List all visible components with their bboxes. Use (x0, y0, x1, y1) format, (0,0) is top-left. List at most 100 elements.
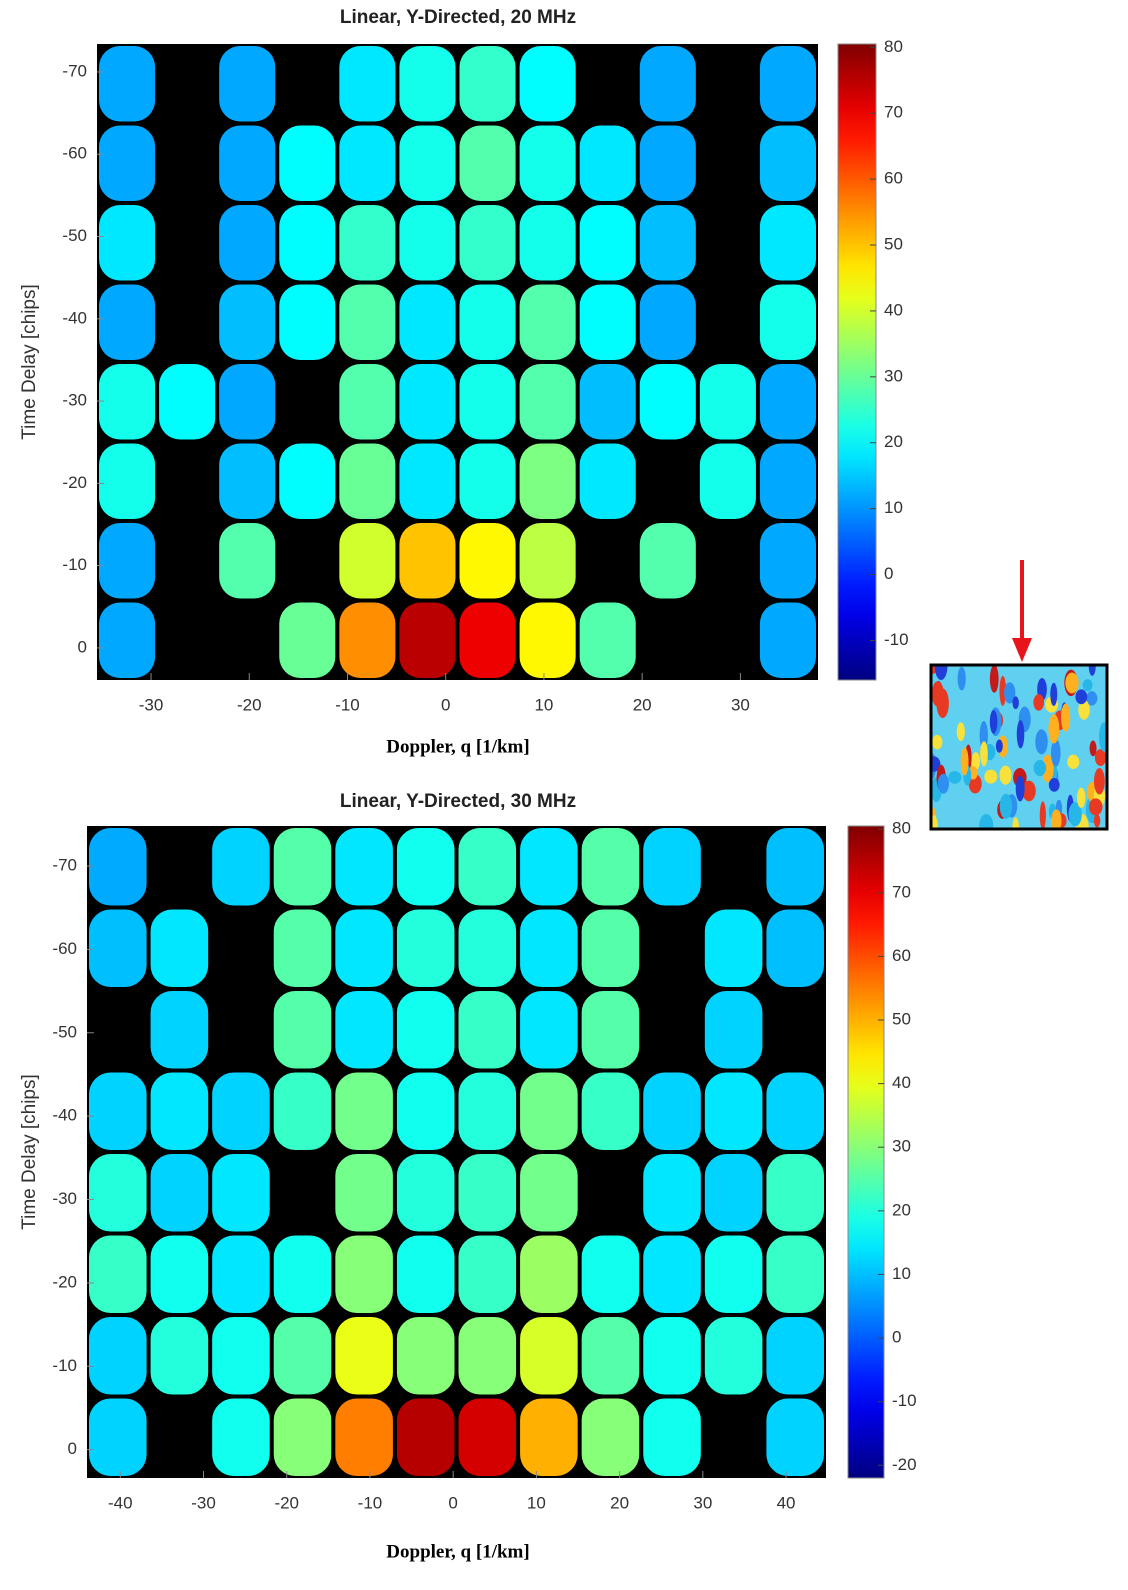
heatmap-cell (458, 828, 517, 906)
heatmap-cell (519, 205, 576, 281)
heatmap-cell (519, 443, 576, 519)
colorbar (847, 825, 885, 1479)
heatmap-cell (639, 284, 696, 360)
heatmap-cell (273, 1235, 332, 1313)
inset-blob (1078, 699, 1090, 720)
heatmap-cell (704, 909, 763, 987)
inset-blob (948, 771, 962, 784)
heatmap-cell (766, 828, 824, 906)
heatmap-cell (519, 46, 576, 122)
heatmap-cell (396, 1072, 455, 1150)
heatmap-cell (581, 1398, 640, 1476)
heatmap-cell (339, 205, 396, 281)
heatmap-cell (335, 828, 393, 906)
inset-blob (1016, 720, 1025, 749)
inset-blob (971, 752, 981, 771)
heatmap-cell (396, 1154, 455, 1232)
inset-blob (1088, 666, 1096, 676)
colorbar-tick-label: 70 (884, 103, 903, 122)
colorbar-tick-label: 50 (884, 234, 903, 253)
colorbar-tick-label: 80 (884, 37, 903, 56)
x-tick-label: 40 (777, 1493, 796, 1512)
heatmap-cell (339, 523, 396, 599)
x-tick-label: -10 (335, 695, 360, 714)
y-tick-label: 0 (68, 1439, 77, 1458)
heatmap-cell (459, 443, 516, 519)
heatmap-cell (159, 364, 216, 440)
heatmap-cell (581, 828, 640, 906)
inset-blob (1093, 813, 1101, 828)
heatmap-cell (273, 828, 332, 906)
y-tick-label: -10 (52, 1356, 77, 1375)
x-tick-label: -30 (191, 1493, 216, 1512)
heatmap-cell (89, 828, 147, 906)
x-tick-label: 20 (610, 1493, 629, 1512)
heatmap-cell (212, 1154, 270, 1232)
heatmap-cell (339, 125, 396, 201)
x-tick-label: 30 (731, 695, 750, 714)
heatmap-cell (643, 1398, 701, 1476)
heatmap-cell (520, 909, 578, 987)
heatmap-cell (212, 1235, 270, 1313)
heatmap-cell (639, 364, 696, 440)
inset-border (929, 663, 1109, 831)
heatmap-cell (212, 1072, 270, 1150)
inset-blob (1082, 679, 1093, 692)
heatmap-cell (335, 991, 393, 1069)
inset-blob (980, 741, 988, 767)
heatmap-cell (339, 443, 396, 519)
inset-blob (1012, 817, 1019, 828)
x-tick-label: 30 (693, 1493, 712, 1512)
inset-blob (1094, 749, 1106, 766)
x-axis-label: Doppler, q [1/km] (386, 736, 529, 757)
inset-blob (1068, 802, 1082, 827)
x-tick-label: -10 (358, 1493, 383, 1512)
colorbar-tick-label: 20 (884, 432, 903, 451)
heatmap-cell (766, 1154, 824, 1232)
heatmap-cell (520, 991, 578, 1069)
inset-blob (960, 747, 969, 776)
colorbar-tick-label: 80 (892, 819, 911, 838)
heatmap-cell (396, 909, 455, 987)
heatmap-cell (704, 1072, 763, 1150)
heatmap-cell (219, 284, 276, 360)
inset-blob (979, 813, 994, 828)
x-tick-label: 20 (633, 695, 652, 714)
heatmap-cell (759, 602, 816, 678)
heatmap-cell (150, 991, 209, 1069)
heatmap-cell (579, 364, 636, 440)
inset-blob (1041, 754, 1054, 783)
inset-blob (937, 773, 949, 794)
heatmap-cell (579, 443, 636, 519)
heatmap-cell (519, 602, 576, 678)
heatmap-cell (339, 46, 396, 122)
heatmap-cell (399, 443, 456, 519)
heatmap-cell (766, 1072, 824, 1150)
heatmap-cell (99, 284, 156, 360)
heatmap-cell (339, 602, 396, 678)
heatmap-cell (335, 1317, 393, 1395)
heatmap-cell (579, 125, 636, 201)
x-tick-label: 0 (448, 1493, 457, 1512)
inset-blob (989, 666, 999, 693)
x-tick-label: 10 (527, 1493, 546, 1512)
inset-blob (995, 739, 1003, 753)
y-tick-label: -30 (62, 391, 87, 410)
heatmap-cell (279, 125, 336, 201)
heatmap-cell (273, 1317, 332, 1395)
heatmap-cell (89, 1072, 147, 1150)
heatmap-cell (212, 828, 270, 906)
heatmap-cell (273, 991, 332, 1069)
heatmap-cell (339, 284, 396, 360)
inset-blob (1015, 775, 1025, 802)
heatmap-cell (396, 828, 455, 906)
heatmap-cell (519, 125, 576, 201)
colorbar-tick-label: 50 (892, 1009, 911, 1028)
y-tick-label: -20 (62, 473, 87, 492)
heatmap-cell (399, 284, 456, 360)
heatmap-cell (639, 125, 696, 201)
x-tick-label: -20 (237, 695, 262, 714)
heatmap-cell (89, 1154, 147, 1232)
heatmap-cell (704, 1154, 763, 1232)
